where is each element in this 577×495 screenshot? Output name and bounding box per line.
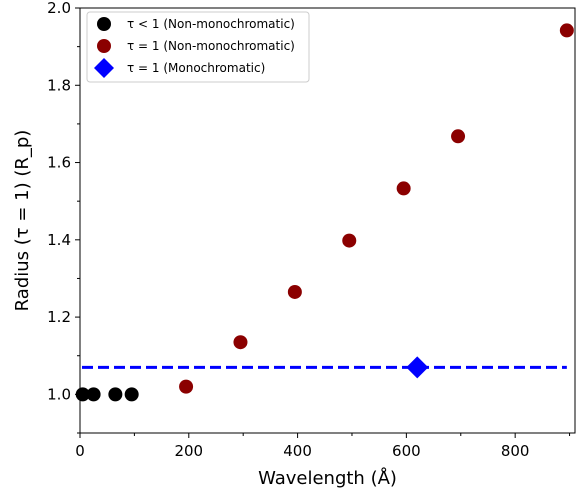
data-point-s1-6 (559, 23, 574, 38)
y-tick-label-5: 2.0 (47, 0, 71, 17)
y-tick-label-3: 1.6 (47, 154, 71, 172)
data-point-s1-5 (451, 129, 466, 144)
x-tick-label-0: 0 (75, 442, 85, 460)
x-tick-label-3: 600 (392, 442, 421, 460)
data-point-s1-2 (287, 284, 302, 299)
legend-label-1: τ = 1 (Non-monochromatic) (127, 39, 295, 53)
legend-marker-0 (97, 17, 111, 31)
data-point-s2-0 (406, 356, 429, 379)
data-point-s0-2 (108, 387, 123, 402)
legend-marker-1 (97, 39, 111, 53)
legend-label-0: τ < 1 (Non-monochromatic) (127, 17, 295, 31)
data-point-s0-3 (124, 387, 139, 402)
legend-label-2: τ = 1 (Monochromatic) (127, 61, 265, 75)
x-tick-label-4: 800 (501, 442, 530, 460)
plot-area (75, 23, 574, 402)
data-point-s1-3 (342, 233, 357, 248)
x-tick-label-2: 400 (283, 442, 312, 460)
legend-marker-2 (94, 58, 114, 78)
data-point-s0-1 (86, 387, 101, 402)
plot-frame (79, 7, 576, 434)
data-point-s1-0 (179, 379, 194, 394)
y-tick-label-4: 1.8 (47, 76, 71, 94)
legend: τ < 1 (Non-monochromatic) τ = 1 (Non-mono… (86, 11, 310, 83)
y-tick-label-0: 1.0 (47, 385, 71, 403)
x-tick-label-1: 200 (174, 442, 203, 460)
y-tick-label-1: 1.2 (47, 308, 71, 326)
y-axis-title: Radius (τ = 1) (R_p) (12, 130, 33, 312)
data-point-s1-1 (233, 335, 248, 350)
legend-box (86, 11, 310, 83)
axes: 0 200 400 600 800 1.0 1.2 1.4 1.6 1.8 2.0 (47, 0, 576, 460)
data-point-s0-0 (75, 387, 90, 402)
x-axis-title: Wavelength (Å) (258, 467, 397, 489)
y-tick-label-2: 1.4 (47, 231, 71, 249)
data-point-s1-4 (396, 181, 411, 196)
